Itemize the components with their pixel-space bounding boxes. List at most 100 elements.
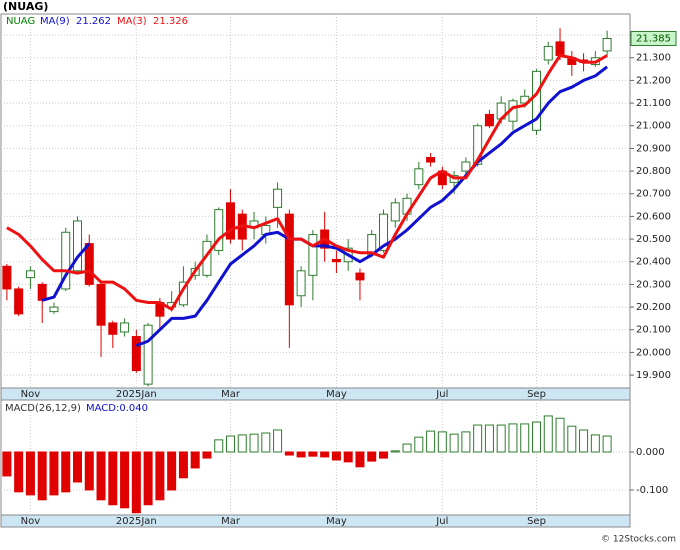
macd-bar bbox=[155, 451, 165, 501]
last-price-tag bbox=[630, 30, 677, 46]
macd-bar bbox=[84, 451, 94, 491]
macd-bar bbox=[108, 451, 118, 506]
y-tick-label: 20.100 bbox=[636, 325, 671, 336]
y-tick-label: 20.000 bbox=[636, 347, 671, 358]
macd-bar bbox=[261, 432, 271, 453]
candle-body bbox=[461, 161, 471, 172]
macd-bar bbox=[61, 451, 71, 493]
plot-area bbox=[0, 13, 631, 389]
macd-bar bbox=[532, 421, 541, 453]
candle-body bbox=[355, 272, 365, 281]
candle-body bbox=[296, 270, 306, 297]
macd-bar bbox=[508, 423, 518, 453]
y-tick-label: 20.800 bbox=[636, 166, 671, 177]
y-tick-label: 20.200 bbox=[636, 302, 671, 313]
macd-bar bbox=[343, 451, 353, 463]
candle-body bbox=[25, 270, 35, 279]
macd-bar bbox=[284, 451, 294, 456]
candle-body bbox=[308, 234, 318, 276]
macd-bar bbox=[37, 451, 47, 501]
x-tick-label: Mar bbox=[221, 389, 241, 400]
macd-bar bbox=[249, 433, 259, 453]
candle-body bbox=[120, 322, 130, 333]
macd-bar bbox=[214, 439, 224, 453]
candle-body bbox=[2, 265, 12, 290]
macd-bar bbox=[496, 424, 506, 453]
candle-body bbox=[532, 70, 541, 131]
macd-bar bbox=[461, 431, 471, 453]
macd-bar bbox=[131, 451, 141, 514]
macd-bar bbox=[237, 434, 247, 453]
x-axis-band bbox=[0, 514, 631, 528]
legend-value: 21.326 bbox=[153, 16, 188, 27]
x-tick-label: 2025Jan bbox=[116, 516, 157, 527]
candle-body bbox=[143, 324, 153, 385]
candle-body bbox=[543, 45, 553, 61]
y-tick-label: 20.500 bbox=[636, 234, 671, 245]
y-tick-label: 21.300 bbox=[636, 53, 671, 64]
legend-symbol: NUAG bbox=[6, 16, 35, 27]
y-tick-label: 20.600 bbox=[636, 211, 671, 222]
macd-bar bbox=[567, 425, 577, 453]
x-tick-label: Sep bbox=[527, 516, 546, 527]
macd-bar bbox=[437, 431, 447, 453]
y-tick-label: 20.300 bbox=[636, 279, 671, 290]
candle-body bbox=[555, 41, 565, 56]
y-tick-label: 20.700 bbox=[636, 189, 671, 200]
macd-bar bbox=[178, 451, 188, 479]
x-tick-label: Jul bbox=[435, 389, 448, 400]
macd-bar bbox=[379, 451, 388, 459]
x-tick-label: Mar bbox=[221, 516, 241, 527]
macd-bar bbox=[167, 451, 177, 491]
candle-body bbox=[49, 306, 59, 313]
y-tick-label: -0.100 bbox=[636, 485, 668, 496]
chart-title: (NUAG) bbox=[3, 0, 48, 13]
candle-body bbox=[61, 231, 71, 290]
candle-body bbox=[331, 258, 341, 263]
candle-body bbox=[390, 202, 400, 222]
macd-bar bbox=[96, 451, 106, 501]
macd-bar bbox=[25, 451, 35, 496]
macd-bar bbox=[14, 451, 24, 493]
candle-body bbox=[226, 202, 235, 240]
y-tick-label: 20.900 bbox=[636, 143, 671, 154]
macd-bar bbox=[226, 435, 235, 453]
macd-bar bbox=[308, 451, 318, 457]
macd-bar bbox=[579, 429, 589, 453]
legend-name: MA(9) bbox=[40, 16, 70, 27]
x-tick-label: Sep bbox=[527, 389, 546, 400]
macd-bar bbox=[520, 423, 530, 453]
y-tick-label: 21.100 bbox=[636, 98, 671, 109]
y-tick-label: 20.400 bbox=[636, 257, 671, 268]
macd-bar bbox=[143, 451, 153, 506]
legend-name: MA(3) bbox=[117, 16, 147, 27]
macd-bar bbox=[202, 451, 212, 459]
candle-body bbox=[602, 37, 612, 52]
ma-line bbox=[6, 54, 608, 311]
macd-bar bbox=[543, 415, 553, 453]
macd-bar bbox=[555, 417, 565, 453]
macd-bar bbox=[49, 451, 59, 496]
candle-body bbox=[96, 283, 106, 326]
macd-bar bbox=[120, 451, 130, 509]
candle-body bbox=[73, 220, 82, 272]
candle-body bbox=[426, 156, 436, 163]
y-tick-label: 19.900 bbox=[636, 370, 671, 381]
macd-bar bbox=[484, 424, 494, 453]
macd-bar bbox=[602, 435, 612, 453]
macd-bar bbox=[320, 451, 330, 458]
macd-bar bbox=[402, 443, 412, 453]
plot-area bbox=[0, 399, 631, 516]
macd-bar bbox=[390, 450, 400, 453]
x-tick-label: Nov bbox=[21, 389, 41, 400]
macd-bar bbox=[590, 434, 600, 453]
candle-body bbox=[131, 336, 141, 372]
candle-body bbox=[379, 213, 388, 251]
x-tick-label: May bbox=[326, 389, 347, 400]
macd-legend: MACD:0.040 bbox=[86, 403, 148, 414]
x-tick-label: 2025Jan bbox=[116, 389, 157, 400]
candle-body bbox=[14, 288, 24, 315]
ma-line bbox=[41, 65, 609, 348]
